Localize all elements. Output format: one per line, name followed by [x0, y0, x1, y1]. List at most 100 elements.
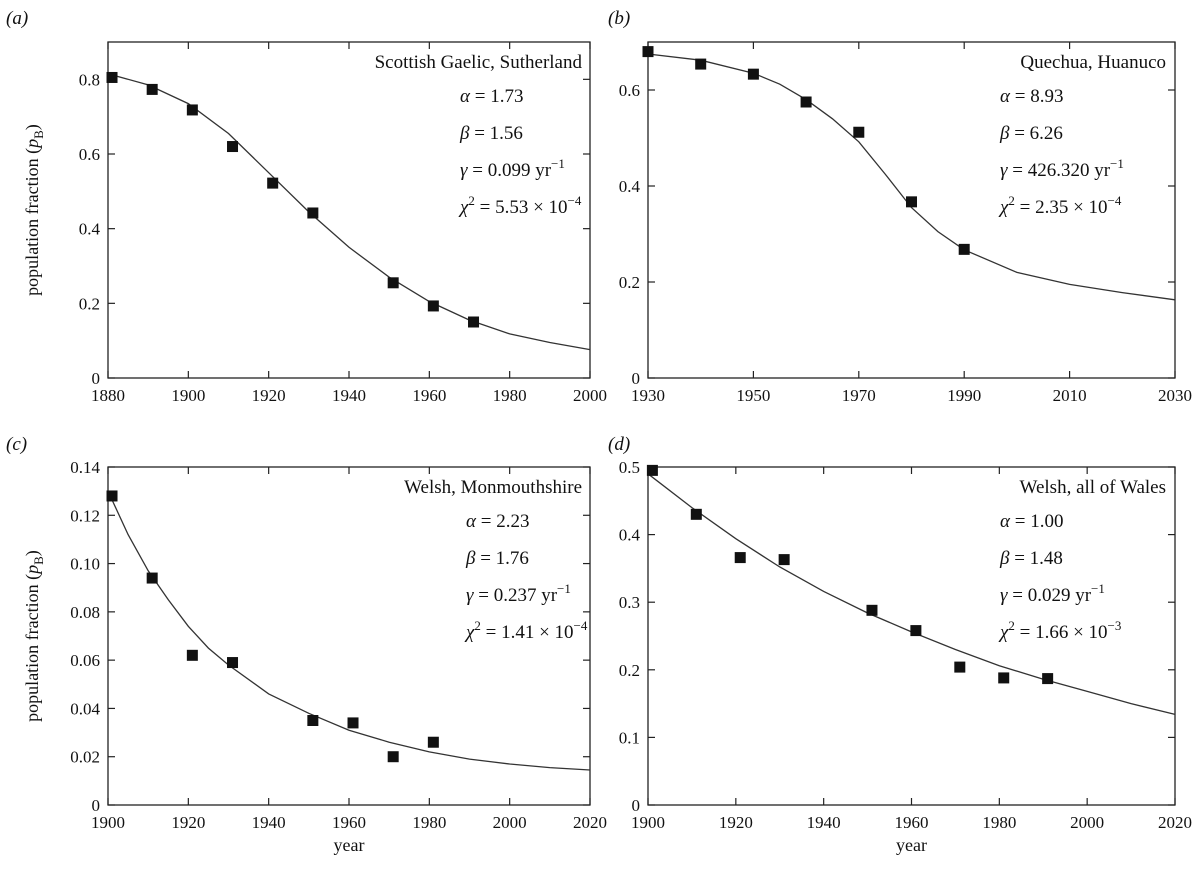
panel-title: Welsh, all of Wales: [1020, 477, 1166, 498]
y-tick-label: 0.8: [79, 70, 100, 89]
panel-title: Quechua, Huanuco: [1020, 52, 1166, 73]
fit-parameter: α = 2.23: [466, 511, 529, 532]
data-point: [642, 46, 654, 58]
x-tick-label: 1930: [631, 386, 665, 405]
y-tick-label: 0.2: [619, 661, 640, 680]
data-point: [387, 751, 399, 763]
x-tick-label: 2010: [1053, 386, 1087, 405]
data-point: [998, 672, 1010, 684]
data-point: [906, 196, 917, 208]
x-axis-title: year: [334, 835, 365, 855]
panel-label: (a): [6, 8, 28, 29]
y-tick-label: 0.4: [619, 177, 641, 196]
data-point: [307, 207, 319, 219]
fit-parameter: γ = 0.029 yr−1: [1000, 581, 1105, 606]
x-tick-label: 1980: [982, 813, 1016, 832]
y-tick-label: 0.10: [70, 555, 100, 574]
data-point: [227, 141, 239, 153]
y-tick-label: 0.2: [619, 273, 640, 292]
x-tick-label: 1960: [895, 813, 929, 832]
y-tick-label: 0.04: [70, 699, 100, 718]
y-tick-label: 0.06: [70, 651, 100, 670]
x-tick-label: 1920: [252, 386, 286, 405]
data-point: [106, 71, 118, 83]
y-tick-label: 0.14: [70, 458, 100, 477]
x-tick-label: 2020: [1158, 813, 1192, 832]
data-point: [186, 104, 198, 116]
x-tick-label: 1980: [412, 813, 446, 832]
fit-parameter: α = 1.73: [460, 86, 523, 107]
y-tick-label: 0.6: [79, 145, 100, 164]
data-point: [227, 657, 239, 669]
x-tick-label: 1920: [719, 813, 753, 832]
fit-parameter: α = 8.93: [1000, 86, 1063, 107]
y-tick-label: 0.5: [619, 458, 640, 477]
fit-curve: [647, 53, 1176, 301]
y-tick-label: 0: [92, 796, 101, 815]
chart-panel-0: 1880 1900 1920 1940 1960 1980 2000 0 0.2 0.4 0.6 0.…: [6, 8, 607, 405]
y-axis-title: population fraction (pB): [22, 550, 46, 722]
fit-parameter: γ = 0.099 yr−1: [460, 156, 565, 181]
fit-parameter: β = 6.26: [999, 123, 1063, 144]
data-point: [853, 126, 865, 138]
data-point: [1042, 673, 1054, 685]
fit-parameter: χ2 = 1.66 × 10−3: [998, 618, 1121, 643]
fit-curve: [107, 73, 591, 351]
x-tick-label: 1960: [332, 813, 366, 832]
x-tick-label: 1960: [412, 386, 446, 405]
chart-panel-3: 1900 1920 1940 1960 1980 2000 2020 0 0.1 0.2 0.3 0.…: [608, 434, 1192, 855]
y-tick-label: 0.1: [619, 728, 640, 747]
x-tick-label: 1880: [91, 386, 125, 405]
data-point: [778, 554, 790, 566]
data-point: [958, 243, 970, 255]
y-tick-label: 0.08: [70, 603, 100, 622]
x-tick-label: 1940: [332, 386, 366, 405]
x-tick-label: 1950: [736, 386, 770, 405]
x-tick-label: 1900: [631, 813, 665, 832]
data-point: [690, 508, 702, 520]
panel-title: Welsh, Monmouthshire: [404, 477, 582, 498]
x-tick-label: 2020: [573, 813, 607, 832]
fit-parameter: β = 1.76: [465, 548, 529, 569]
y-axis-title: population fraction (pB): [22, 124, 46, 296]
y-tick-label: 0.12: [70, 506, 100, 525]
x-tick-label: 2000: [573, 386, 607, 405]
data-point: [866, 604, 878, 616]
x-tick-label: 1920: [171, 813, 205, 832]
fit-parameter: γ = 426.320 yr−1: [1000, 156, 1124, 181]
data-point: [800, 96, 812, 108]
y-tick-label: 0: [92, 369, 101, 388]
y-tick-label: 0.3: [619, 593, 640, 612]
data-point: [146, 572, 158, 584]
x-tick-label: 1900: [91, 813, 125, 832]
panel-title: Scottish Gaelic, Sutherland: [375, 52, 583, 73]
data-point: [747, 68, 759, 80]
data-point: [387, 277, 399, 289]
x-tick-label: 2030: [1158, 386, 1192, 405]
x-axis-title: year: [896, 835, 927, 855]
data-point: [347, 717, 359, 729]
y-tick-label: 0.4: [79, 220, 101, 239]
data-point: [267, 177, 279, 189]
plot-frame: [647, 41, 1176, 379]
fit-parameter: α = 1.00: [1000, 511, 1063, 532]
data-point: [646, 464, 658, 476]
y-tick-label: 0.2: [79, 294, 100, 313]
panel-label: (b): [608, 8, 630, 29]
y-tick-label: 0.4: [619, 526, 641, 545]
data-point: [695, 58, 707, 70]
fit-parameter: χ2 = 2.35 × 10−4: [998, 193, 1122, 218]
x-tick-label: 2000: [493, 813, 527, 832]
y-tick-label: 0.6: [619, 81, 640, 100]
fit-curve: [107, 490, 591, 771]
y-tick-label: 0.02: [70, 748, 100, 767]
data-point: [186, 649, 198, 661]
data-point: [734, 552, 746, 564]
x-tick-label: 1900: [171, 386, 205, 405]
data-point: [307, 715, 319, 726]
data-point: [146, 83, 158, 95]
x-tick-label: 1940: [807, 813, 841, 832]
data-point: [468, 316, 480, 328]
x-tick-label: 1940: [252, 813, 286, 832]
